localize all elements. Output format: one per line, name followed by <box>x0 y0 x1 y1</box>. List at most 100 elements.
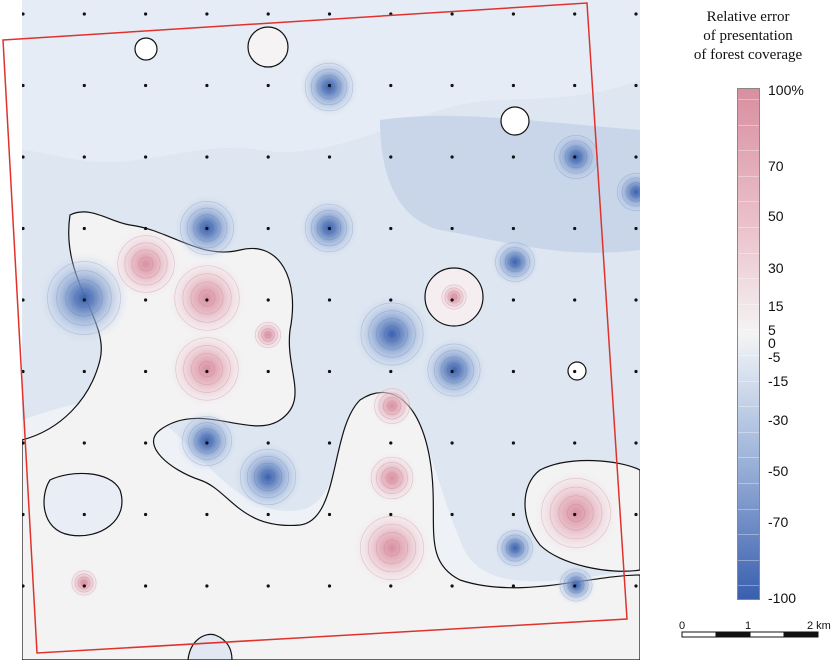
contour-ring <box>616 172 640 212</box>
negative-error-hotspot <box>490 237 540 287</box>
contour-ring <box>253 462 283 492</box>
sample-point <box>450 12 454 16</box>
sample-point <box>144 584 148 588</box>
contour-ring <box>258 325 278 345</box>
sample-point <box>144 369 148 374</box>
contour-ring <box>444 287 464 307</box>
forest-error-map <box>2 0 640 660</box>
positive-error-hotspot <box>166 257 248 339</box>
contour-ring <box>567 504 585 522</box>
contour-ring <box>440 356 468 384</box>
sample-point <box>450 512 454 517</box>
sample-point <box>327 369 332 374</box>
legend-band-divider <box>738 431 759 433</box>
contour-ring <box>564 145 588 169</box>
contour-ring <box>74 573 94 593</box>
contour-ring <box>310 209 348 247</box>
contour-ring <box>427 343 481 397</box>
legend-title: Relative error of presentation of forest… <box>664 8 832 65</box>
legend-title-line-2: of presentation <box>703 28 793 44</box>
contour-ring <box>77 576 91 590</box>
legend-tick-label: 100% <box>768 82 804 98</box>
contour-ring <box>374 388 410 424</box>
legend-tick-label: -5 <box>768 349 781 365</box>
contour-ring <box>631 187 640 197</box>
contour-ring <box>382 396 402 416</box>
sample-point <box>634 298 638 302</box>
scale-label-0: 0 <box>679 620 686 632</box>
sample-point <box>82 512 86 517</box>
sample-point <box>205 512 209 517</box>
contour-ring <box>71 570 97 596</box>
sample-point <box>327 441 332 445</box>
negative-error-hotspot <box>176 410 238 472</box>
sample-point <box>22 584 25 588</box>
sample-point <box>634 512 638 517</box>
contour-ring <box>447 363 461 377</box>
contour-ring <box>495 242 535 282</box>
legend-tick-label: 70 <box>768 158 784 174</box>
legend-band-divider <box>738 559 759 561</box>
sample-point <box>634 12 638 16</box>
contour-ring <box>200 434 214 448</box>
legend-tick-label: 15 <box>768 298 784 314</box>
contour-ring <box>304 203 354 253</box>
sample-point <box>266 441 270 445</box>
sample-point <box>266 298 270 302</box>
sample-point <box>144 155 148 159</box>
contour-ring <box>322 221 336 235</box>
legend-band-divider <box>738 585 759 587</box>
sample-point <box>389 226 393 231</box>
legend-band-divider <box>738 508 759 510</box>
closed-contour-ne <box>500 106 530 136</box>
contour-ring <box>381 467 403 489</box>
negative-error-hotspot <box>612 168 640 216</box>
contour-ring <box>505 538 525 558</box>
negative-error-hotspot <box>233 442 303 512</box>
positive-error-hotspot <box>365 451 419 505</box>
sample-point <box>389 369 393 374</box>
sample-grid-points <box>22 12 638 588</box>
negative-error-hotspot <box>38 252 130 344</box>
contour-ring <box>447 290 461 304</box>
sample-point <box>327 83 332 88</box>
contour-ring <box>194 428 220 454</box>
closed-contour-west <box>43 472 123 537</box>
contour-ring <box>180 201 234 255</box>
sample-point <box>266 584 270 588</box>
positive-error-hotspot <box>167 329 247 409</box>
contour-ring <box>386 472 398 484</box>
contour-ring <box>200 221 214 235</box>
sample-point <box>327 512 332 517</box>
sample-point <box>327 155 332 159</box>
contour-ring <box>570 151 582 163</box>
contour-ring <box>191 353 223 385</box>
sample-point <box>511 369 515 374</box>
sample-point <box>327 226 332 231</box>
sample-point <box>573 441 577 445</box>
sample-point <box>389 155 393 159</box>
contour-ring <box>370 456 414 500</box>
contour-ring <box>186 207 228 249</box>
positive-error-hotspot <box>252 319 284 351</box>
contour-ring <box>198 360 216 378</box>
contour-ring <box>65 279 103 317</box>
contour-ring <box>246 455 290 499</box>
contour-ring <box>441 284 467 310</box>
legend-tick-label: 0 <box>768 335 776 351</box>
negative-error-hotspot <box>353 295 431 373</box>
contour-ring <box>383 539 401 557</box>
sample-point <box>82 584 86 588</box>
sample-point <box>450 298 454 302</box>
contour-ring <box>239 448 297 506</box>
sample-point <box>634 584 638 588</box>
contour-ring <box>509 256 521 268</box>
contour-ring <box>47 261 121 335</box>
sample-point <box>573 512 577 517</box>
contour-ring <box>255 322 281 348</box>
legend-color-bar <box>737 88 760 600</box>
legend-tick-label: 30 <box>768 260 784 276</box>
sample-point <box>511 441 515 445</box>
legend-band-divider <box>738 252 759 254</box>
sample-point <box>144 12 148 16</box>
